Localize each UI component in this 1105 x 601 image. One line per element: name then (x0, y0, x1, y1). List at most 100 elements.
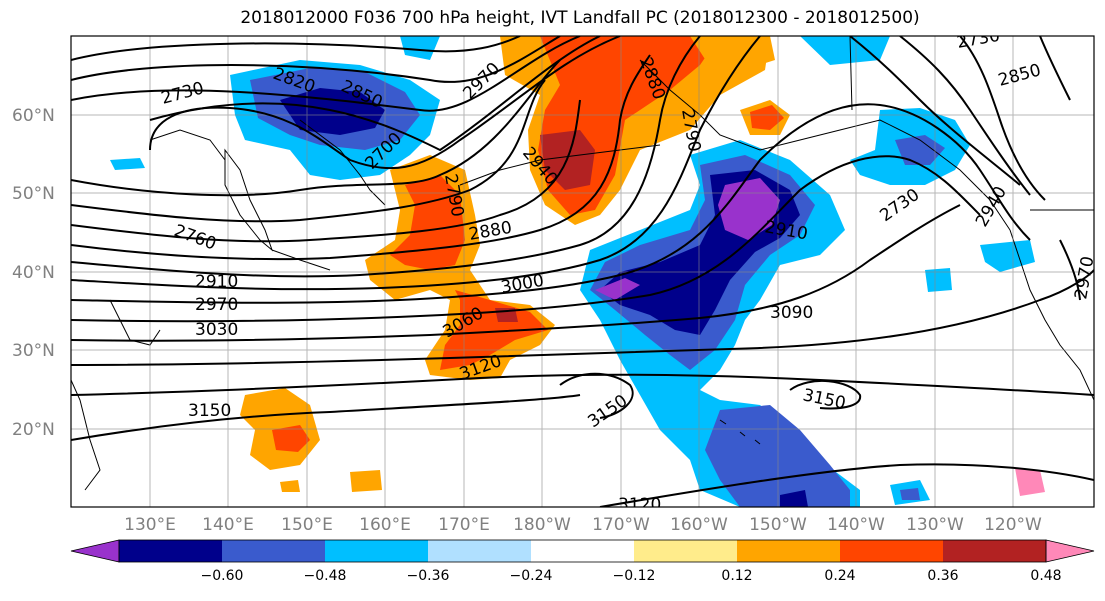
colorbar-segment (737, 540, 841, 562)
colorbar-segment (119, 540, 223, 562)
lat-labels: 60°N 50°N 40°N 30°N 20°N (12, 106, 55, 440)
contour-line (899, 36, 1031, 196)
contour-line (71, 103, 1031, 304)
lon-label: 140°W (827, 515, 885, 535)
contour-line (959, 36, 1046, 201)
contour-line (71, 99, 581, 243)
lon-label: 160°E (359, 515, 411, 535)
shade-purple-central (595, 278, 640, 300)
contour-line (71, 36, 521, 61)
contour-line (71, 36, 561, 83)
contour-line (1059, 239, 1081, 301)
contour-line (71, 54, 651, 261)
shade-lightblue-top (400, 36, 440, 60)
lon-label: 120°W (984, 515, 1042, 535)
coast-kuril (271, 249, 331, 271)
shade-lightblue-ne3 (925, 268, 952, 292)
contour-label: 3150 (188, 401, 231, 421)
contour-line (71, 373, 1094, 396)
lat-label: 40°N (12, 263, 55, 283)
colorbar-extend-high (1045, 539, 1095, 563)
gridlines (71, 36, 1094, 507)
shading-positive (240, 36, 1045, 496)
lat-label: 20°N (12, 420, 55, 440)
map-title: 2018012000 F036 700 hPa height, IVT Land… (240, 8, 920, 28)
lat-label: 30°N (12, 341, 55, 361)
contour-line (789, 379, 862, 410)
contour-line (559, 372, 634, 419)
contour-line (149, 36, 601, 152)
coast-aleutians (459, 144, 661, 186)
colorbar-tick-label: −0.12 (613, 568, 656, 584)
map-frame (70, 35, 1095, 508)
lon-label: 170°E (438, 515, 490, 535)
contour-line (71, 36, 581, 112)
colorbar-segment (428, 540, 532, 562)
contour-label: 3120 (618, 495, 661, 515)
contour-label: 3030 (195, 320, 238, 340)
shade-blue-ne (895, 135, 945, 165)
contour-line (71, 269, 1094, 366)
colorbar-tick-label: −0.24 (510, 568, 553, 584)
coast-asia (71, 379, 101, 491)
coast-bering-w (299, 119, 386, 206)
lon-label: 170°W (592, 515, 650, 535)
coast-hawaii (719, 419, 761, 445)
colorbar-segment (840, 540, 944, 562)
lon-label: 180°W (513, 515, 571, 535)
shade-red-ne (750, 105, 784, 130)
coastlines (71, 36, 1094, 491)
contour-line (1039, 36, 1071, 101)
coast-namerica (1009, 229, 1094, 401)
lat-label: 50°N (12, 184, 55, 204)
colorbar-segment (222, 540, 326, 562)
contour-line (71, 36, 701, 278)
lon-label: 140°E (202, 515, 254, 535)
contour-label: 2970 (195, 295, 238, 315)
contour-line (599, 463, 1094, 507)
contour-line (71, 59, 561, 197)
lon-label: 150°W (749, 515, 807, 535)
colorbar-tick-label: 0.12 (721, 568, 752, 584)
shade-lightblue-top2 (800, 36, 890, 65)
shade-orange-sw3 (280, 480, 300, 492)
colorbar-tick-label: 0.48 (1030, 568, 1061, 584)
colorbar-tick-label: −0.60 (201, 568, 244, 584)
colorbar-extend-low (70, 539, 120, 563)
coast-okhotsk (149, 129, 226, 161)
lon-label: 150°E (281, 515, 333, 535)
shade-pink-se (1015, 468, 1045, 496)
contour-line (849, 36, 1021, 186)
contour-label: 3090 (770, 303, 813, 323)
colorbar-tick-label: 0.24 (824, 568, 855, 584)
lon-label: 130°E (124, 515, 176, 535)
contour-line (71, 155, 981, 323)
contour-label: 2970 (1071, 255, 1098, 301)
shade-lightblue-w (110, 158, 145, 170)
contour-label: 2910 (195, 272, 238, 292)
colorbar-segments (70, 539, 1095, 563)
shade-orange-sw2 (350, 470, 382, 492)
colorbar-tick-label: −0.48 (304, 568, 347, 584)
shade-red-central (390, 175, 465, 270)
contour-line (71, 79, 546, 223)
contour-line (71, 36, 761, 291)
colorbar-segment (531, 540, 635, 562)
height-contours (71, 36, 1094, 507)
lat-label: 60°N (12, 106, 55, 126)
colorbar-segment (943, 540, 1047, 562)
border-canada (849, 36, 1094, 211)
lon-labels: 130°E 140°E 150°E 160°E 170°E 180°W 170°… (124, 515, 1042, 535)
lon-label: 130°W (906, 515, 964, 535)
lon-label: 160°W (670, 515, 728, 535)
shade-navy-south (780, 490, 808, 507)
colorbar-ticks: −0.60 −0.48 −0.36 −0.24 −0.12 0.12 0.24 0.36 0.4… (201, 568, 1062, 584)
contour-line (71, 204, 961, 342)
colorbar-segment (325, 540, 429, 562)
colorbar-outline (118, 539, 1047, 563)
colorbar-tick-label: 0.36 (927, 568, 958, 584)
contour-line (71, 394, 581, 441)
shade-blue-se (900, 488, 920, 500)
coast-alaska (639, 59, 1011, 231)
